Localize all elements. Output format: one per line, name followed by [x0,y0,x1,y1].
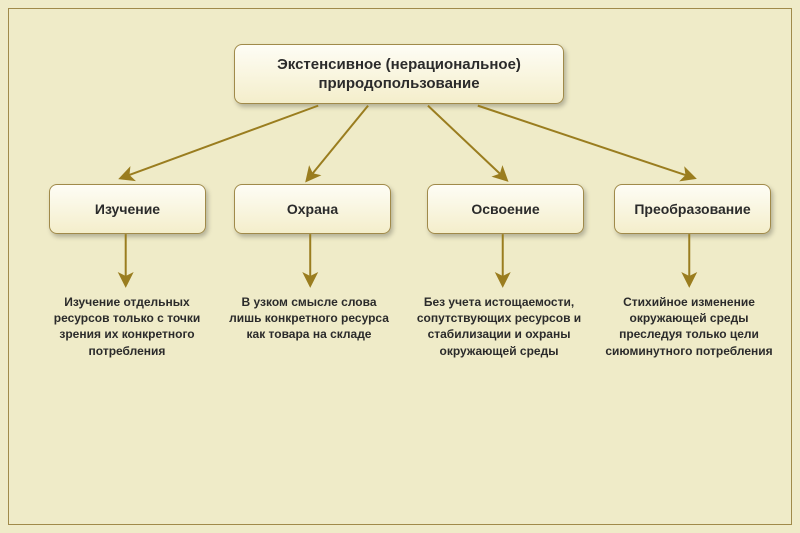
branch-node-label: Преобразование [634,201,750,217]
arrow-root-0 [126,106,319,177]
branch-node-label: Изучение [95,201,160,217]
branch-node-0: Изучение [49,184,206,234]
frame: Экстенсивное (нерациональное) природопол… [8,8,792,525]
branch-node-1: Охрана [234,184,391,234]
desc-text-3: Стихийное изменение окружающей среды пре… [604,294,774,359]
root-node-label: Экстенсивное (нерациональное) природопол… [245,55,553,94]
arrow-root-2 [428,106,503,177]
desc-text-2: Без учета истощаемости, сопутствующих ре… [414,294,584,359]
arrow-root-3 [478,106,689,177]
desc-text-1: В узком смысле слова лишь конкретного ре… [224,294,394,343]
branch-node-label: Охрана [287,201,338,217]
branch-node-2: Освоение [427,184,584,234]
root-node: Экстенсивное (нерациональное) природопол… [234,44,564,104]
arrow-root-1 [310,106,368,177]
desc-text-0: Изучение отдельных ресурсов только с точ… [42,294,212,359]
branch-node-3: Преобразование [614,184,771,234]
branch-node-label: Освоение [471,201,539,217]
